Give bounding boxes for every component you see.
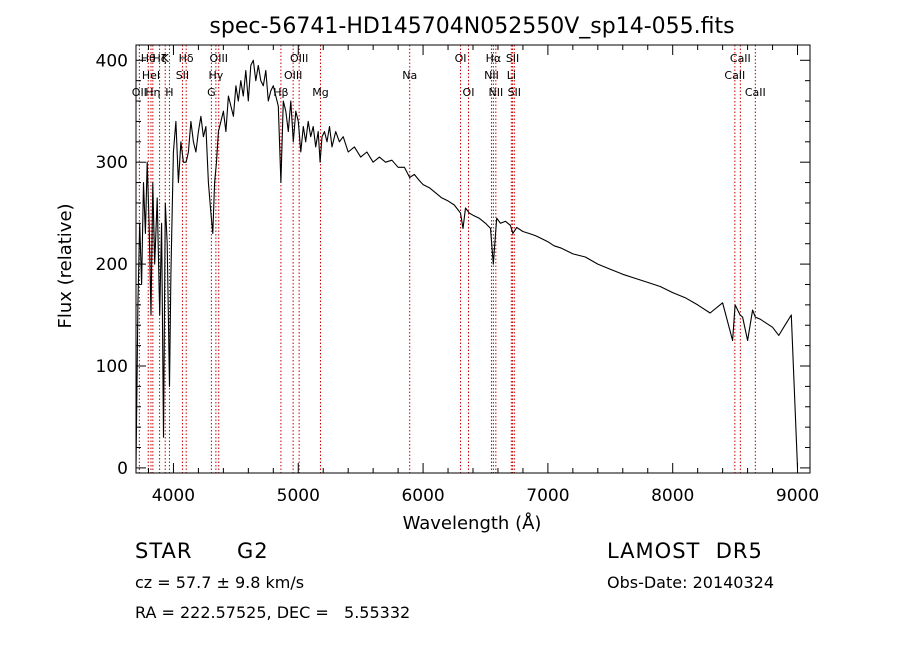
y-tick-label: 100 (96, 357, 128, 377)
line-label: Mg (312, 86, 328, 99)
object-class: STAR (135, 539, 193, 563)
y-axis-label: Flux (relative) (55, 203, 76, 328)
y-tick-label: 300 (96, 153, 128, 173)
y-axis-ticks: 0 100 200 300 400 (96, 51, 810, 479)
line-label: SII (508, 86, 521, 99)
line-label: K (162, 52, 170, 65)
line-label: G (207, 86, 216, 99)
line-label: OIII (210, 52, 228, 65)
x-tick-label: 6000 (401, 486, 444, 506)
line-label: Hθ (141, 52, 156, 65)
x-tick-label: 8000 (651, 486, 694, 506)
line-label: Hδ (179, 52, 194, 65)
coordinates-readout: RA = 222.57525, DEC = 5.55332 (135, 603, 411, 622)
y-tick-label: 200 (96, 255, 128, 275)
line-label: CaII (724, 69, 745, 82)
line-label: NII (488, 86, 503, 99)
line-label: OIII (284, 69, 302, 82)
line-label: SII (176, 69, 189, 82)
line-label: CaII (745, 86, 766, 99)
line-label: OIII (290, 52, 308, 65)
y-tick-label: 400 (96, 51, 128, 71)
chart-title: spec-56741-HD145704N052550V_sp14-055.fit… (209, 14, 734, 39)
line-label: Li (507, 69, 516, 82)
redshift-readout: cz = 57.7 ± 9.8 km/s (135, 573, 305, 592)
obs-date-readout: Obs-Date: 20140324 (607, 573, 775, 592)
plot-frame (135, 44, 811, 474)
line-label: Hη (145, 86, 160, 99)
line-label: SII (506, 52, 519, 65)
line-label: HeI (142, 69, 160, 82)
line-markers (138, 45, 756, 473)
line-label: CaII (730, 52, 751, 65)
line-label: H (165, 86, 173, 99)
line-label: Hγ (208, 69, 223, 82)
x-tick-label: 9000 (776, 486, 819, 506)
object-subclass: G2 (237, 539, 269, 563)
line-label: Hβ (273, 86, 288, 99)
survey-label: LAMOST DR5 (607, 539, 763, 563)
line-label: OI (463, 86, 475, 99)
y-tick-label: 0 (117, 459, 128, 479)
line-label: OI (455, 52, 467, 65)
x-axis-ticks: 4000 5000 6000 7000 8000 9000 (147, 45, 819, 506)
line-label: NII (484, 69, 499, 82)
x-tick-label: 5000 (277, 486, 320, 506)
x-tick-label: 7000 (526, 486, 569, 506)
spectrum-line (135, 59, 799, 468)
line-label: Hζ (152, 52, 166, 65)
line-label: Hα (486, 52, 502, 65)
x-axis-label: Wavelength (Å) (403, 512, 542, 534)
line-labels: OIIHθHeIHηHζKHSIIHδGHγOIIIHβOIIIOIIIMgNa… (132, 52, 766, 99)
line-label: Na (402, 69, 417, 82)
x-tick-label: 4000 (152, 486, 195, 506)
